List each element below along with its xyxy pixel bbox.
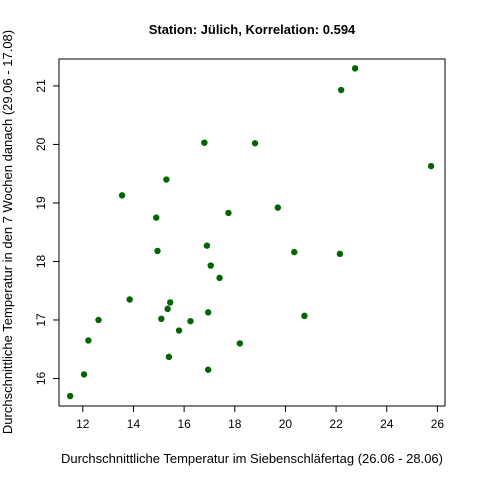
data-point [337, 86, 345, 94]
data-point [207, 262, 214, 269]
y-tick-label: 20 [34, 137, 48, 151]
data-point [85, 337, 92, 344]
data-point [203, 242, 211, 249]
data-point [225, 209, 232, 217]
data-point [164, 305, 171, 313]
y-tick-label: 17 [34, 313, 48, 327]
y-tick-label: 18 [34, 254, 48, 268]
plot-frame [58, 58, 446, 407]
data-point [163, 176, 170, 183]
data-point [66, 392, 74, 400]
y-tick-label: 16 [34, 372, 48, 386]
data-point [80, 371, 88, 378]
data-point [126, 296, 133, 303]
data-point [95, 316, 102, 324]
data-point [175, 327, 183, 334]
y-axis-label: Durchschnittliche Temperatur in den 7 Wo… [0, 30, 15, 434]
data-point [291, 248, 298, 256]
data-point [274, 204, 282, 211]
data-points [66, 65, 435, 400]
data-point [118, 192, 126, 199]
data-point [427, 162, 435, 170]
data-point [336, 250, 344, 258]
data-point [236, 340, 244, 347]
x-tick-label: 22 [329, 417, 343, 431]
x-tick-label: 14 [127, 417, 141, 431]
x-axis-label: Durchschnittliche Temperatur im Siebensc… [61, 451, 443, 466]
data-point [153, 214, 160, 221]
data-point [204, 366, 212, 373]
data-point [351, 65, 359, 72]
data-point [187, 317, 194, 325]
x-tick-label: 26 [431, 417, 445, 431]
x-tick-label: 24 [380, 417, 394, 431]
data-point [251, 140, 259, 147]
x-tick-label: 16 [177, 417, 191, 431]
x-tick-label: 20 [279, 417, 293, 431]
data-point [166, 299, 174, 306]
data-point [204, 309, 212, 316]
y-tick-label: 21 [34, 79, 48, 93]
data-point [201, 139, 208, 146]
data-point [216, 274, 223, 282]
chart-title: Station: Jülich, Korrelation: 0.594 [149, 22, 356, 37]
x-tick-label: 12 [76, 417, 90, 431]
x-tick-label: 18 [228, 417, 242, 431]
data-point [154, 247, 161, 255]
y-tick-label: 19 [34, 196, 48, 210]
data-point [301, 312, 308, 320]
y-axis: 16 17 18 19 20 21 [34, 79, 60, 386]
data-point [165, 353, 173, 361]
x-axis: 12 14 16 18 20 22 24 26 [76, 405, 445, 431]
data-point [158, 315, 165, 323]
